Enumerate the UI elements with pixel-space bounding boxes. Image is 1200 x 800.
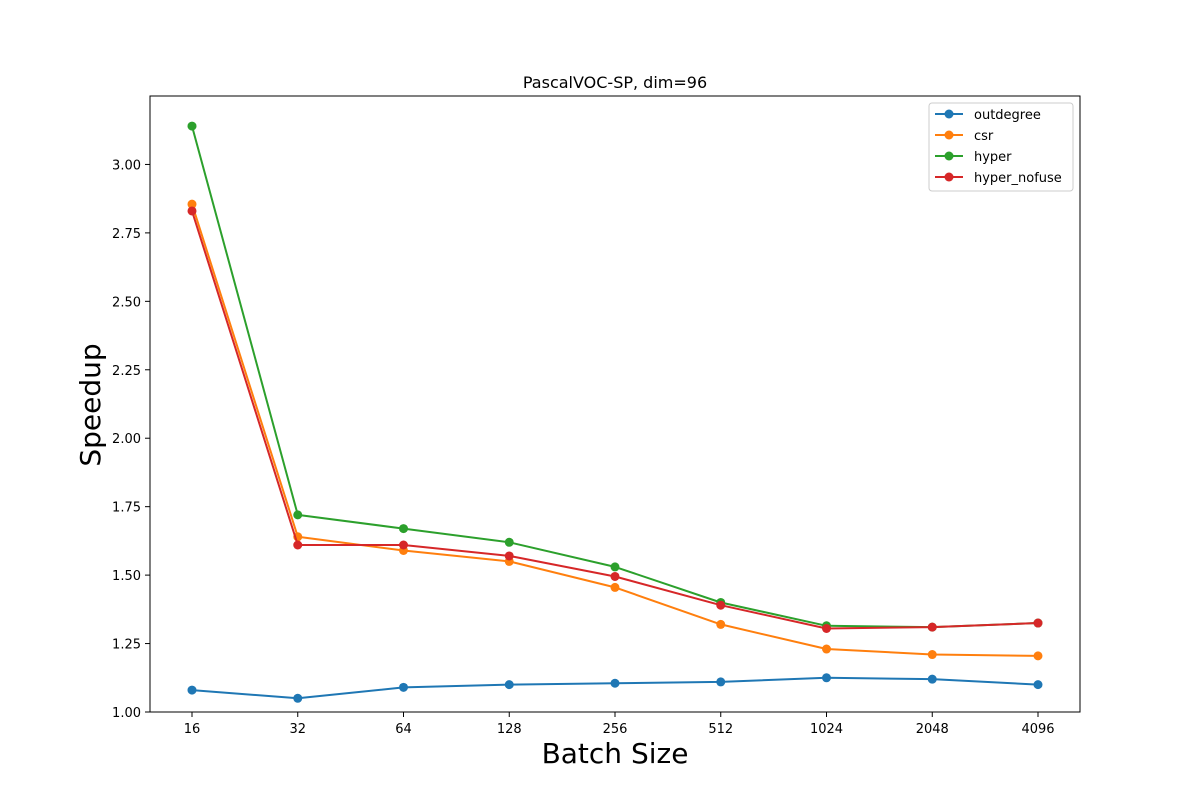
legend-marker	[944, 109, 954, 119]
legend-label: hyper	[974, 150, 1012, 165]
x-tick-label: 512	[708, 722, 733, 737]
data-point	[293, 540, 303, 550]
legend-label: csr	[974, 129, 994, 144]
data-point	[187, 121, 197, 131]
legend: outdegree csr hyper hyper_nofuse	[928, 102, 1074, 192]
x-tick-label: 1024	[810, 722, 843, 737]
data-point	[610, 571, 620, 581]
legend-entry: hyper	[935, 150, 1012, 165]
y-tick-label: 2.00	[112, 432, 141, 447]
x-tick-label: 32	[289, 722, 306, 737]
data-point	[822, 623, 831, 633]
legend-entry: csr	[935, 129, 994, 144]
data-point	[293, 693, 303, 703]
data-point	[504, 680, 514, 690]
y-tick-label: 3.00	[112, 158, 141, 173]
legend-label: hyper_nofuse	[974, 171, 1062, 186]
series-csr	[187, 199, 1043, 661]
data-point	[1033, 651, 1043, 661]
data-point	[927, 674, 937, 684]
x-tick-label: 16	[184, 722, 201, 737]
data-point	[716, 677, 726, 687]
data-point	[187, 685, 197, 695]
y-tick-label: 2.25	[112, 364, 141, 379]
y-tick-label: 1.50	[112, 569, 141, 584]
data-point	[927, 650, 937, 660]
series-line	[191, 125, 1039, 629]
data-point	[716, 619, 726, 629]
data-point	[504, 551, 514, 561]
data-point	[1033, 680, 1043, 690]
data-point	[399, 682, 408, 692]
x-axis: 16 32 64 128 256 512 1024 2048 4096	[184, 712, 1055, 737]
x-tick-label: 4096	[1021, 722, 1054, 737]
data-point	[610, 562, 620, 572]
legend-label: outdegree	[974, 108, 1041, 123]
data-point	[716, 600, 726, 610]
legend-marker	[944, 130, 954, 140]
series-layer	[187, 121, 1043, 703]
series-hyper-nofuse	[187, 206, 1043, 633]
chart-title: PascalVOC-SP, dim=96	[523, 73, 707, 92]
y-tick-label: 1.25	[112, 638, 141, 653]
data-point	[187, 206, 197, 216]
data-point	[399, 540, 408, 550]
x-tick-label: 256	[603, 722, 628, 737]
y-tick-label: 1.75	[112, 501, 141, 516]
x-tick-label: 128	[497, 722, 522, 737]
series-hyper	[187, 121, 1043, 632]
data-point	[399, 524, 408, 534]
legend-box	[928, 102, 1074, 192]
y-axis: 1.00 1.25 1.50 1.75 2.00 2.25 2.50 2.75 3.00	[112, 158, 150, 721]
data-point	[1033, 618, 1043, 628]
legend-entry: hyper_nofuse	[935, 171, 1062, 186]
y-tick-label: 2.50	[112, 295, 141, 310]
y-tick-label: 2.75	[112, 227, 141, 242]
x-tick-label: 2048	[916, 722, 949, 737]
legend-marker	[944, 172, 954, 182]
series-outdegree	[187, 673, 1043, 703]
data-point	[927, 622, 937, 632]
y-axis-title: Speedup	[74, 343, 107, 466]
data-point	[293, 510, 303, 520]
legend-entry: outdegree	[935, 108, 1041, 123]
x-axis-title: Batch Size	[542, 737, 689, 770]
legend-marker	[944, 151, 954, 161]
y-tick-label: 1.00	[112, 706, 141, 721]
data-point	[610, 678, 620, 688]
data-point	[504, 537, 514, 547]
data-point	[822, 673, 831, 683]
data-point	[610, 582, 620, 592]
data-point	[822, 644, 831, 654]
x-tick-label: 64	[395, 722, 412, 737]
data-point	[187, 199, 197, 209]
